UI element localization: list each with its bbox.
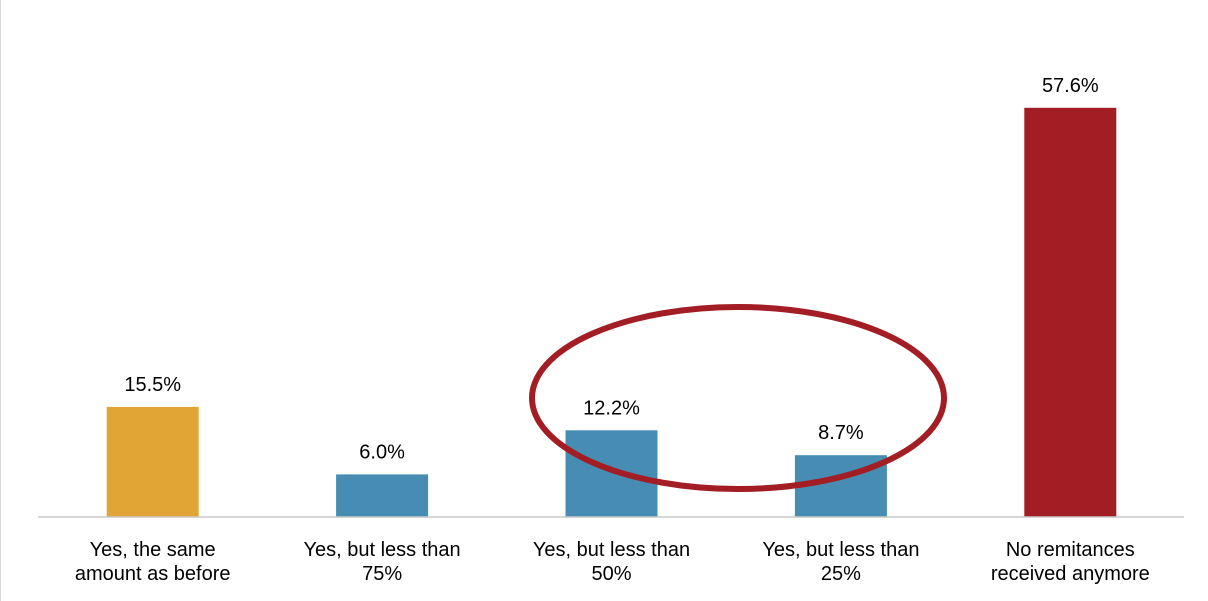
value-label-2: 6.0% [359, 441, 405, 463]
bars-group [106, 107, 1117, 518]
category-label-5: No remitances received anymore [990, 539, 1150, 585]
category-label-2: Yes, but less than 75% [303, 539, 461, 585]
bar-3 [565, 430, 658, 517]
category-label-1: Yes, the same amount as before [74, 539, 231, 585]
highlight-ellipse [529, 304, 947, 492]
category-label-4: Yes, but less than 25% [762, 539, 920, 585]
value-label-3: 12.2% [583, 397, 640, 419]
value-label-4: 8.7% [818, 422, 864, 444]
value-label-5: 57.6% [1042, 75, 1099, 97]
value-label-1: 15.5% [124, 374, 181, 396]
value-labels-group: 15.5% 6.0% 12.2% 8.7% 57.6% [124, 75, 1099, 464]
bar-2 [336, 474, 429, 517]
bar-5 [1024, 107, 1117, 518]
bar-1 [106, 406, 199, 517]
category-label-3: Yes, but less than 50% [532, 539, 691, 585]
